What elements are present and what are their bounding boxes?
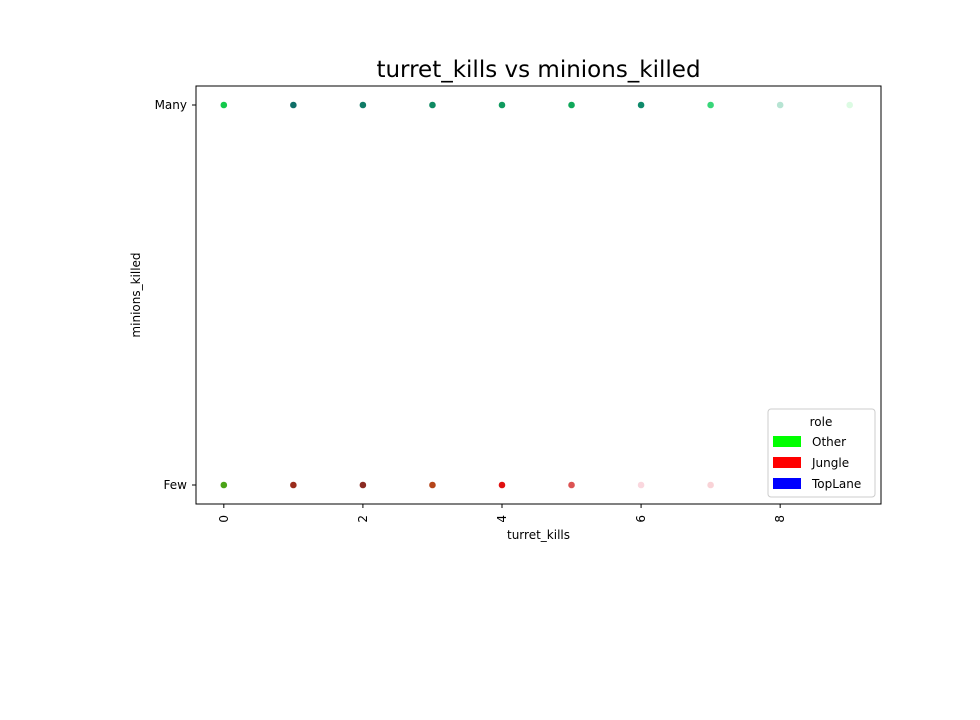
x-axis-label: turret_kills bbox=[507, 528, 570, 542]
data-point bbox=[776, 101, 784, 109]
legend-swatch-toplane bbox=[773, 478, 801, 489]
y-tick-label: Many bbox=[155, 98, 187, 112]
data-point bbox=[359, 101, 367, 109]
legend-label-other: Other bbox=[812, 435, 846, 449]
x-tick-label: 2 bbox=[356, 515, 370, 523]
legend: role Other Jungle TopLane bbox=[767, 408, 876, 498]
data-point bbox=[498, 101, 506, 109]
legend-label-toplane: TopLane bbox=[811, 477, 861, 491]
legend-swatch-jungle bbox=[773, 457, 801, 468]
data-point bbox=[568, 481, 575, 489]
x-tick-label: 4 bbox=[495, 515, 509, 523]
data-point bbox=[707, 101, 714, 109]
x-tick-label: 6 bbox=[634, 515, 648, 523]
data-point bbox=[498, 481, 506, 489]
plot-area bbox=[196, 86, 881, 504]
data-point bbox=[429, 101, 436, 109]
data-point bbox=[359, 481, 367, 489]
legend-box bbox=[767, 408, 876, 498]
x-tick-label: 8 bbox=[773, 515, 787, 523]
data-point bbox=[637, 101, 645, 109]
data-point bbox=[707, 481, 714, 489]
y-axis-ticks: Few Many bbox=[155, 98, 196, 492]
legend-swatch-other bbox=[773, 436, 801, 447]
data-point bbox=[290, 101, 297, 109]
x-axis-ticks: 0 2 4 6 8 bbox=[217, 504, 787, 523]
data-point bbox=[290, 481, 297, 489]
legend-title: role bbox=[810, 415, 833, 429]
data-point bbox=[846, 101, 854, 109]
chart-title: turret_kills vs minions_killed bbox=[376, 57, 700, 83]
data-point bbox=[429, 481, 436, 489]
plot-frame bbox=[195, 85, 882, 505]
data-point bbox=[568, 101, 575, 109]
x-tick-label: 0 bbox=[217, 515, 231, 523]
data-point bbox=[637, 481, 645, 489]
y-axis-label: minions_killed bbox=[129, 252, 143, 337]
legend-label-jungle: Jungle bbox=[811, 456, 849, 470]
data-point bbox=[220, 101, 228, 109]
y-tick-label: Few bbox=[164, 478, 188, 492]
data-point bbox=[220, 481, 228, 489]
points-layer bbox=[220, 101, 854, 489]
